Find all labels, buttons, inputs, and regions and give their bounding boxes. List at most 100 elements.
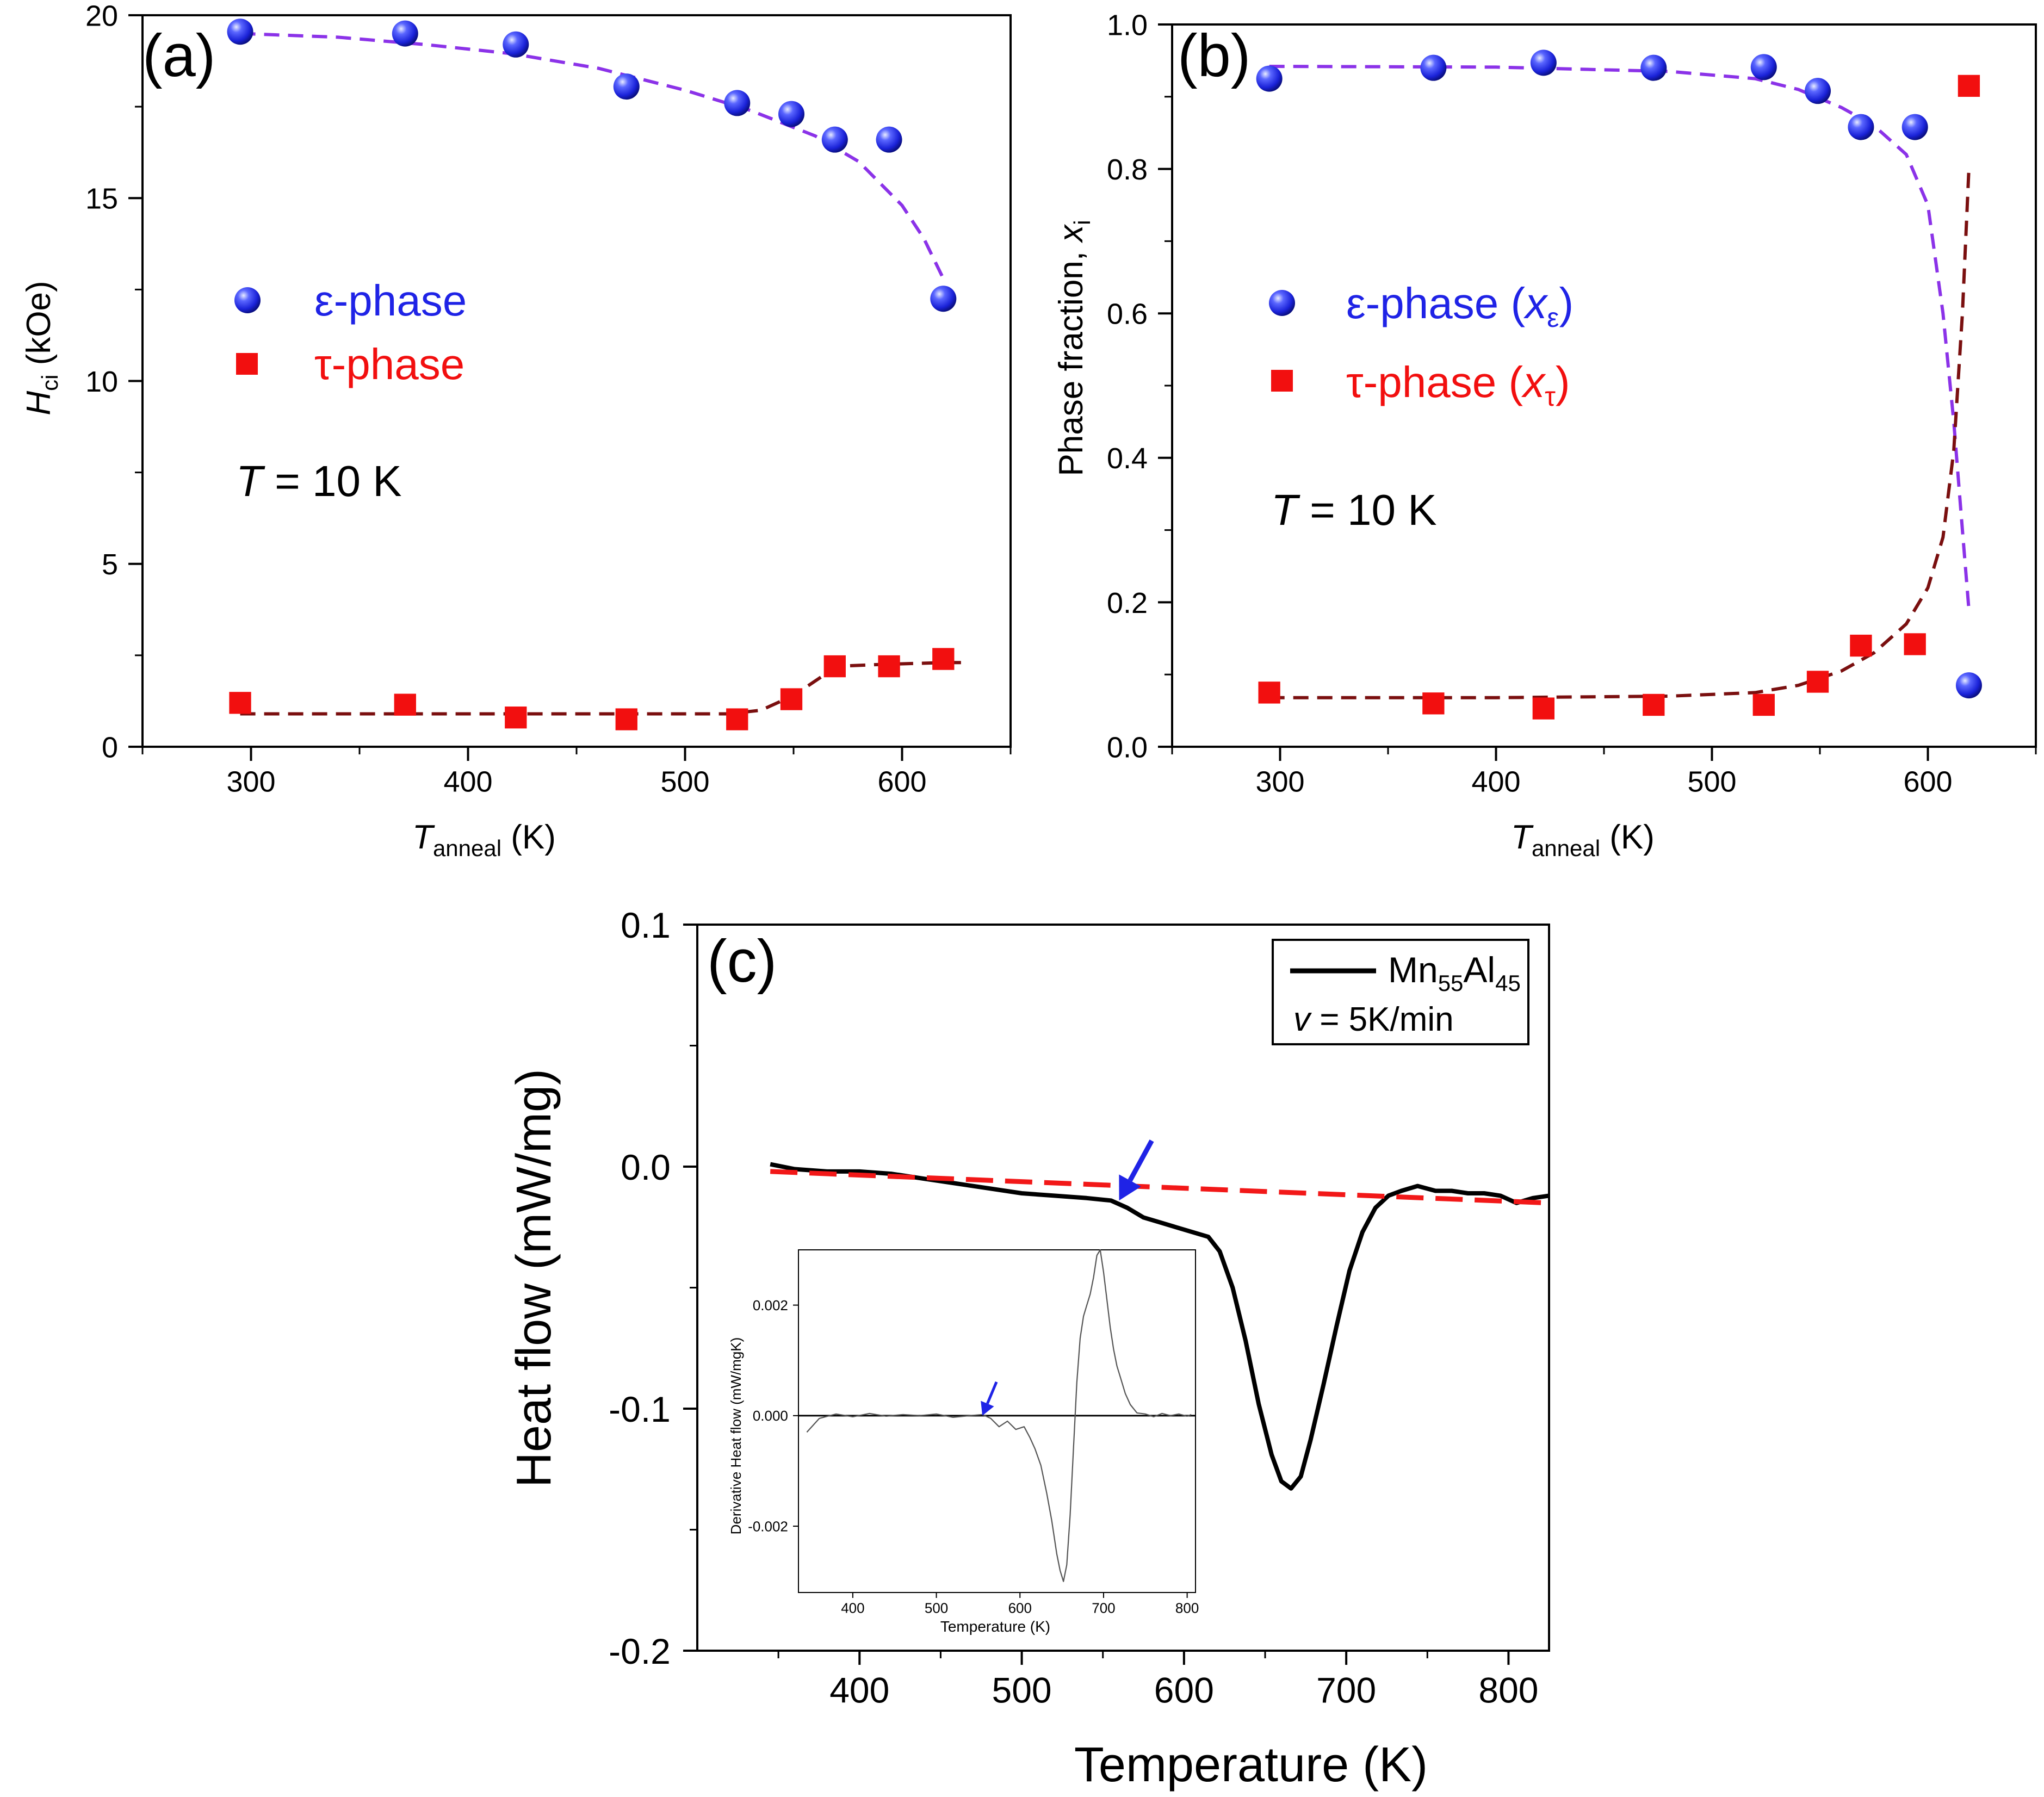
panel-c-label: (c) [707, 928, 777, 995]
panel-b-tau-point [1850, 634, 1872, 657]
panel-b-ytick-label: 0.0 [1107, 731, 1148, 764]
panel-a-tau-point [823, 655, 846, 678]
panel-a-plot: 300 400 500 600 0 5 10 15 20 [85, 0, 1012, 798]
panel-a-annotation: T = 10 K [236, 457, 402, 505]
panel-a-epsilon-point [503, 31, 529, 58]
inset-xtick-label: 700 [1092, 1600, 1115, 1616]
panel-c-xtick-label: 800 [1478, 1670, 1538, 1710]
inset-ytick-label: 0.002 [753, 1297, 788, 1313]
panel-b-tau-point [1258, 681, 1280, 704]
panel-a-fit-line-1 [240, 661, 968, 716]
panel-a-epsilon-point [778, 101, 805, 127]
inset-onset-arrow-shaft [986, 1381, 998, 1404]
panel-a-ytick-label: 20 [85, 0, 118, 32]
panel-b-plot: 300 400 500 600 0.0 0.2 0.4 0.6 0.8 1.0 [1107, 9, 2037, 798]
panel-b-tau-point [1643, 693, 1665, 716]
panel-a-ylabel: Hci (kOe) [20, 281, 63, 415]
inset-background [798, 1250, 1196, 1592]
inset-frame [798, 1249, 1196, 1593]
panel-a-epsilon-point [613, 73, 640, 100]
legend-b-epsilon-label: ε-phase (xε) [1346, 279, 1574, 333]
inset-xlabel: Temperature (K) [940, 1618, 1050, 1635]
panel-a-epsilon-point [821, 126, 848, 153]
panel-a-ytick-label: 5 [102, 548, 118, 581]
legend-a-tau-label: τ-phase [314, 340, 464, 388]
inset-xtick-label: 800 [1175, 1600, 1199, 1616]
inset-ytick-label: 0.000 [753, 1408, 788, 1424]
panel-b-epsilon-point [1901, 114, 1928, 140]
inset-xtick-label: 600 [1008, 1600, 1032, 1616]
panel-a-frame [141, 14, 1012, 748]
legend-c-box [1272, 939, 1529, 1045]
panel-b-epsilon-point [1530, 49, 1557, 76]
panel-c-onset-arrow-head [1119, 1174, 1141, 1201]
panel-b-tau-point [1958, 75, 1980, 97]
panel-c-heatflow-line [770, 1162, 1550, 1491]
legend-a-tau-marker [236, 353, 258, 375]
panel-b-ytick-label: 0.2 [1107, 587, 1148, 619]
panel-b: 300 400 500 600 0.0 0.2 0.4 0.6 0.8 1.0 (b) ε-pha… [1052, 9, 2037, 861]
inset-chart: 400 500 600 700 800 -0.002 0.000 0.002 Temperat… [728, 1249, 1199, 1635]
panel-c-ytick-label: 0.0 [621, 1147, 671, 1187]
panel-a-tau-point [932, 648, 955, 670]
panel-c-xtick-label: 600 [1154, 1670, 1214, 1710]
legend-a-epsilon-marker [234, 287, 261, 313]
legend-c-rate-label: v = 5K/min [1293, 1001, 1454, 1038]
panel-b-xtick-label: 300 [1255, 766, 1304, 798]
panel-b-xtick-label: 500 [1687, 766, 1736, 798]
legend-a-epsilon-label: ε-phase [314, 276, 467, 325]
inset-ytick-label: -0.002 [748, 1518, 788, 1534]
panel-a-ytick-label: 0 [102, 731, 118, 764]
panel-c-xtick-label: 700 [1316, 1670, 1376, 1710]
panel-b-epsilon-point [1750, 54, 1777, 80]
panel-b-tau-point [1752, 693, 1775, 716]
panel-b-xtick-label: 600 [1903, 766, 1952, 798]
panel-b-annotation: T = 10 K [1271, 486, 1437, 534]
inset-xtick-label: 400 [841, 1600, 864, 1616]
panel-a-tau-point [615, 708, 637, 730]
panel-a-tau-point [505, 707, 527, 729]
legend-b-epsilon-marker [1269, 290, 1295, 316]
panel-c-xtick-label: 400 [829, 1670, 889, 1710]
panel-a-fit-line-0 [240, 32, 945, 280]
panel-a-tau-point [780, 688, 803, 710]
panel-a-xtick-label: 500 [660, 766, 709, 798]
panel-a-xtick-label: 400 [443, 766, 492, 798]
panel-b-ylabel: Phase fraction, xi [1052, 220, 1095, 476]
panel-b-xlabel: Tanneal (K) [1511, 819, 1655, 861]
panel-a-tau-point [229, 692, 251, 714]
panel-c-ytick-label: -0.1 [609, 1389, 671, 1429]
panel-b-ytick-label: 0.4 [1107, 442, 1148, 475]
panel-b-tau-point [1532, 697, 1554, 720]
panel-a-xtick-label: 600 [877, 766, 926, 798]
panel-b-epsilon-point [1420, 54, 1447, 81]
panel-c-ytick-label: -0.2 [609, 1631, 671, 1671]
panel-a-epsilon-point [930, 286, 957, 312]
panel-a-epsilon-point [724, 90, 751, 116]
inset-onset-arrow-head [981, 1401, 994, 1416]
panel-a-label: (a) [143, 22, 215, 89]
panel-b-tau-point [1904, 633, 1926, 655]
panel-c-xlabel: Temperature (K) [1074, 1738, 1428, 1792]
panel-b-ytick-label: 0.6 [1107, 298, 1148, 331]
legend-c-series-label: Mn55Al45 [1388, 950, 1521, 996]
panel-a-tau-point [878, 655, 900, 678]
panel-c-plot: 400 500 600 700 800 -0.2 -0.1 0.0 0.1 [609, 905, 1550, 1710]
panel-b-epsilon-point [1256, 65, 1283, 92]
panel-c-ylabel: Heat flow (mW/mg) [507, 1069, 561, 1488]
panel-a: 300 400 500 600 0 5 10 15 20 (a) ε-phase τ-phase… [20, 0, 1012, 861]
panel-a-epsilon-point [876, 126, 902, 153]
panel-c-baseline-line [770, 1169, 1550, 1206]
panel-b-tau-point [1422, 692, 1445, 715]
inset-plot: 400 500 600 700 800 -0.002 0.000 0.002 [748, 1249, 1199, 1616]
panel-a-xlabel: Tanneal (K) [412, 819, 556, 861]
panel-c-ytick-label: 0.1 [621, 905, 671, 945]
panel-b-ytick-label: 0.8 [1107, 153, 1148, 186]
legend-b-tau-marker [1271, 370, 1293, 392]
panel-a-epsilon-point [392, 20, 418, 47]
panel-a-xtick-label: 300 [226, 766, 275, 798]
panel-a-ytick-label: 15 [85, 183, 118, 215]
legend-b-tau-label: τ-phase (xτ) [1346, 358, 1570, 412]
panel-a-epsilon-point [227, 18, 253, 45]
panel-b-epsilon-point [1955, 672, 1982, 699]
